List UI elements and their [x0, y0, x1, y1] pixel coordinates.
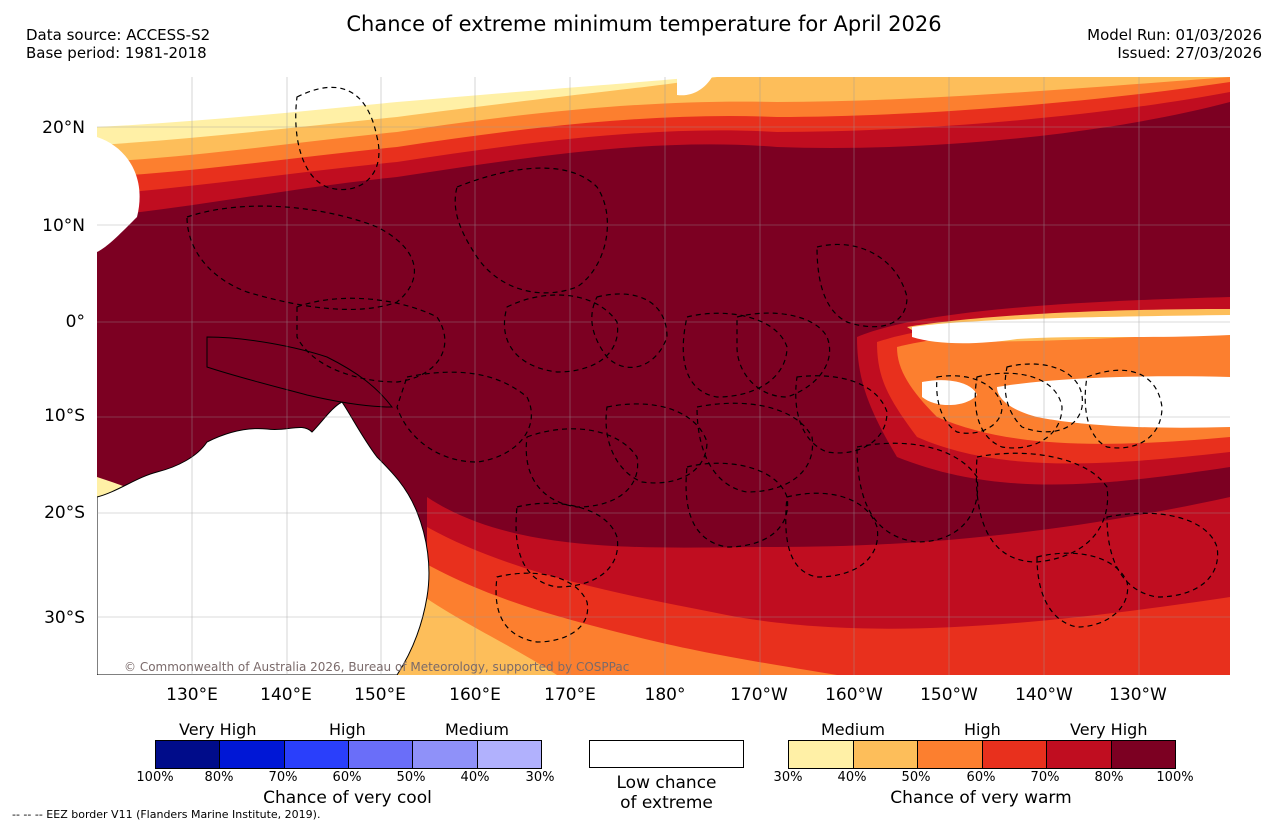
- model-run-block: Model Run: 01/03/2026 Issued: 27/03/2026: [1087, 26, 1262, 62]
- warm-tick: 80%: [1094, 770, 1124, 785]
- warm-swatch: [1111, 741, 1175, 768]
- low-patch-north: [677, 77, 712, 96]
- lon-label-150e: 150°E: [354, 685, 406, 705]
- lon-label-150w: 150°W: [920, 685, 978, 705]
- lon-label-170w: 170°W: [730, 685, 788, 705]
- lat-label-30s: 30°S: [44, 608, 85, 628]
- lon-label-130w: 130°W: [1109, 685, 1167, 705]
- low-chance-line1: Low chance: [616, 773, 717, 793]
- lat-label-0: 0°: [65, 312, 85, 332]
- warm-tick: 70%: [1030, 770, 1060, 785]
- cool-tick: 100%: [136, 770, 174, 785]
- low-chance-east-2: [997, 376, 1230, 428]
- model-run: Model Run: 01/03/2026: [1087, 26, 1262, 44]
- issued-date: Issued: 27/03/2026: [1117, 44, 1262, 62]
- cool-colorbar: [155, 740, 542, 769]
- cool-swatch: [156, 741, 221, 768]
- eez-borders: [186, 86, 1219, 643]
- forecast-map[interactable]: © Commonwealth of Australia 2026, Bureau…: [97, 77, 1230, 675]
- lon-label-140e: 140°E: [260, 685, 312, 705]
- cool-swatch: [284, 741, 349, 768]
- lat-label-20n: 20°N: [42, 118, 85, 138]
- cool-swatch: [348, 741, 414, 768]
- cool-tick: 40%: [460, 770, 490, 785]
- band-south-40: [397, 577, 557, 675]
- low-chance-line2: of extreme: [620, 793, 713, 813]
- australia-land: [97, 401, 430, 675]
- lon-label-130e: 130°E: [166, 685, 218, 705]
- cool-caption: Chance of very cool: [263, 788, 432, 808]
- lon-label-180: 180°: [644, 685, 686, 705]
- lat-label-20s: 20°S: [44, 503, 85, 523]
- eez-footnote: -- -- -- EEZ border V11 (Flanders Marine…: [12, 808, 321, 821]
- warm-tick: 30%: [773, 770, 803, 785]
- cool-tick: 30%: [525, 770, 555, 785]
- warm-category-very-high: Very High: [1070, 720, 1148, 739]
- warm-category-medium: Medium: [821, 720, 885, 739]
- warm-tick: 60%: [966, 770, 996, 785]
- band-north-low: [97, 77, 697, 127]
- data-source: Data source: ACCESS-S2: [26, 26, 211, 44]
- warm-tick: 50%: [901, 770, 931, 785]
- lon-label-170e: 170°E: [544, 685, 596, 705]
- warm-category-high: High: [964, 720, 1001, 739]
- data-source-block: Data source: ACCESS-S2 Base period: 1981…: [26, 26, 210, 62]
- cool-swatch: [413, 741, 478, 768]
- map-title: Chance of extreme minimum temperature fo…: [346, 12, 942, 36]
- lat-label-10s: 10°S: [44, 406, 85, 426]
- lat-label-10n: 10°N: [42, 216, 85, 236]
- cool-category-high: High: [329, 720, 366, 739]
- lon-label-160w: 160°W: [825, 685, 883, 705]
- warm-swatch: [918, 741, 983, 768]
- low-patch-nw: [97, 137, 140, 252]
- lon-label-160e: 160°E: [449, 685, 501, 705]
- low-chance-swatch: [589, 740, 744, 768]
- warm-colorbar: [788, 740, 1176, 769]
- warm-tick: 40%: [837, 770, 867, 785]
- band-south-50: [397, 547, 837, 675]
- cool-tick: 50%: [396, 770, 426, 785]
- warm-swatch: [853, 741, 918, 768]
- cool-tick: 70%: [268, 770, 298, 785]
- lon-label-140w: 140°W: [1015, 685, 1073, 705]
- low-chance-label: Low chance of extreme: [589, 773, 744, 813]
- new-guinea-land: [206, 336, 394, 408]
- warm-caption: Chance of very warm: [890, 788, 1072, 808]
- cool-category-very-high: Very High: [179, 720, 257, 739]
- base-period: Base period: 1981-2018: [26, 44, 207, 62]
- warm-tick: 100%: [1156, 770, 1194, 785]
- cool-swatch: [220, 741, 285, 768]
- cool-category-medium: Medium: [445, 720, 509, 739]
- low-chance-east-3: [922, 380, 977, 406]
- warm-swatch: [982, 741, 1047, 768]
- cool-swatch: [477, 741, 541, 768]
- warm-swatch: [789, 741, 854, 768]
- cool-tick: 80%: [204, 770, 234, 785]
- warm-swatch: [1047, 741, 1112, 768]
- cool-tick: 60%: [332, 770, 362, 785]
- graticule: [97, 77, 1230, 675]
- map-copyright: © Commonwealth of Australia 2026, Bureau…: [124, 660, 629, 674]
